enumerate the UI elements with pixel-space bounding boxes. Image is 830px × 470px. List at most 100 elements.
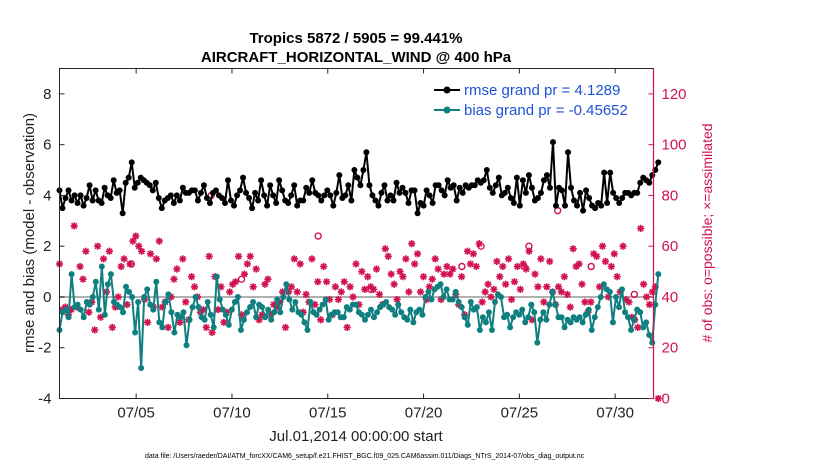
x-tick-label: 07/25 xyxy=(501,405,539,422)
obs-assimilated-marker xyxy=(613,273,621,281)
rmse-point xyxy=(402,189,409,196)
bias-point xyxy=(525,314,532,321)
bias-point xyxy=(507,324,514,331)
rmse-point xyxy=(86,182,93,189)
bias-point xyxy=(147,301,154,308)
bias-point xyxy=(74,301,81,308)
obs-assimilated-marker xyxy=(220,318,228,326)
rmse-point xyxy=(294,202,301,209)
bias-point xyxy=(253,314,260,321)
bias-point xyxy=(367,306,374,313)
obs-assimilated-marker xyxy=(575,260,583,268)
rmse-point xyxy=(240,174,247,181)
rmse-point xyxy=(543,172,550,179)
rmse-point xyxy=(327,192,334,199)
rmse-point xyxy=(444,177,451,184)
bias-point xyxy=(615,304,622,311)
bias-point xyxy=(467,299,474,306)
rmse-point xyxy=(480,177,487,184)
bias-point xyxy=(219,306,226,313)
rmse-point xyxy=(519,177,526,184)
obs-assimilated-marker xyxy=(340,278,348,286)
rmse-point xyxy=(537,189,544,196)
rmse-point xyxy=(221,200,228,207)
bias-point xyxy=(404,316,411,323)
bias-point xyxy=(364,311,371,318)
obs-assimilated-marker xyxy=(364,273,372,281)
bias-point xyxy=(77,306,84,313)
rmse-point xyxy=(309,177,316,184)
obs-assimilated-marker xyxy=(349,293,357,301)
rmse-point xyxy=(471,182,478,189)
bias-point xyxy=(585,306,592,313)
bias-point xyxy=(186,316,193,323)
bias-point xyxy=(392,311,399,318)
bias-point xyxy=(240,316,247,323)
bias-point xyxy=(129,293,136,300)
obs-assimilated-marker xyxy=(502,280,510,288)
rmse-point xyxy=(255,197,262,204)
rmse-point xyxy=(231,202,238,209)
bias-point xyxy=(410,319,417,326)
obs-assimilated-marker xyxy=(135,242,143,250)
rmse-point xyxy=(528,184,535,191)
rmse-point xyxy=(261,192,268,199)
bias-point xyxy=(126,288,133,295)
rmse-point xyxy=(366,182,373,189)
rmse-point xyxy=(110,177,117,184)
bias-point xyxy=(522,319,529,326)
obs-assimilated-marker xyxy=(493,257,501,266)
rmse-point xyxy=(390,197,397,204)
bias-point xyxy=(222,311,229,318)
obs-assimilated-marker xyxy=(484,280,492,288)
bias-point xyxy=(280,293,287,300)
obs-possible-marker xyxy=(458,262,466,271)
bias-point xyxy=(247,304,254,311)
rmse-point xyxy=(378,189,385,196)
y-tick-label: 6 xyxy=(43,137,51,154)
obs-assimilated-marker xyxy=(431,255,439,263)
bias-point xyxy=(646,332,653,339)
rmse-point xyxy=(399,184,406,191)
rmse-point xyxy=(414,210,421,217)
rmse-point xyxy=(387,192,394,199)
obs-assimilated-marker xyxy=(510,278,519,286)
obs-assimilated-marker xyxy=(105,247,113,255)
bias-point xyxy=(558,314,565,321)
obs-assimilated-marker xyxy=(458,273,466,281)
obs-assimilated-marker xyxy=(205,252,213,260)
rmse-point xyxy=(122,179,129,186)
obs-assimilated-marker xyxy=(129,237,137,245)
rmse-point xyxy=(369,192,376,199)
rmse-point xyxy=(571,197,578,204)
rmse-point xyxy=(616,200,623,207)
obs-assimilated-marker xyxy=(94,242,102,250)
rmse-point xyxy=(549,139,556,146)
rmse-point xyxy=(83,194,90,201)
y-right-tick-label: 100 xyxy=(662,137,687,154)
rmse-point xyxy=(351,167,358,174)
rmse-point xyxy=(330,202,337,209)
rmse-point xyxy=(405,200,412,207)
obs-assimilated-marker xyxy=(375,290,384,299)
y-right-tick-label: 40 xyxy=(662,289,679,306)
rmse-point xyxy=(315,192,322,199)
bias-point xyxy=(277,309,284,316)
bias-point xyxy=(156,319,163,326)
bias-point xyxy=(313,311,320,318)
bias-point xyxy=(68,271,75,278)
bias-point xyxy=(304,326,311,333)
obs-assimilated-marker xyxy=(396,267,404,276)
obs-assimilated-marker xyxy=(281,323,290,332)
obs-assimilated-marker xyxy=(70,222,78,230)
obs-assimilated-marker xyxy=(504,255,513,263)
bias-point xyxy=(416,306,423,313)
bias-point xyxy=(319,301,326,308)
bias-point xyxy=(488,326,495,333)
rmse-point xyxy=(540,177,547,184)
bias-point xyxy=(516,311,523,318)
bias-point xyxy=(628,326,635,333)
x-tick-label: 07/10 xyxy=(213,405,251,422)
obs-assimilated-marker xyxy=(563,290,571,299)
obs-assimilated-marker xyxy=(487,293,495,301)
